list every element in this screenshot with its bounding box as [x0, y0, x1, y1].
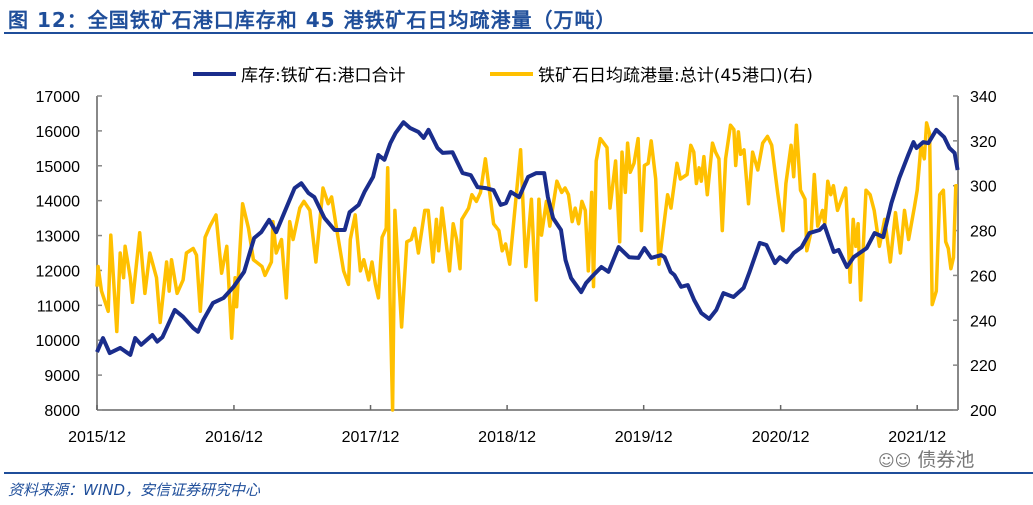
right-tick-label: 260 [970, 268, 997, 285]
x-tick-label: 2018/12 [478, 429, 536, 446]
right-tick-label: 280 [970, 224, 997, 241]
x-tick-label: 2017/12 [342, 429, 400, 446]
left-tick-label: 16000 [36, 124, 81, 141]
axes: 8000 9000 10000 11000 12000 13000 14000 15000 16… [36, 89, 997, 446]
left-tick-label: 15000 [36, 159, 81, 176]
right-tick-label: 240 [970, 313, 997, 330]
left-tick-label: 9000 [44, 368, 80, 385]
right-tick-label: 300 [970, 179, 997, 196]
left-tick-label: 10000 [36, 333, 81, 350]
left-tick-label: 11000 [37, 298, 80, 315]
source-divider [4, 472, 1033, 474]
source-note: 资料来源：WIND，安信证券研究中心 [8, 481, 261, 499]
legend-label-throughput: 铁矿石日均疏港量:总计(45港口)(右) [538, 66, 813, 86]
legend: 库存:铁矿石:港口合计 铁矿石日均疏港量:总计(45港口)(右) [193, 66, 813, 86]
right-tick-label: 340 [970, 89, 997, 106]
right-tick-label: 200 [970, 403, 997, 420]
wechat-icon: ☺☺ [878, 451, 912, 470]
series-lines [95, 120, 960, 412]
left-tick-label: 14000 [36, 194, 81, 211]
right-tick-label: 220 [970, 358, 997, 375]
right-tick-label: 320 [970, 134, 997, 151]
x-tick-label: 2021/12 [888, 429, 946, 446]
legend-label-inventory: 库存:铁矿石:港口合计 [241, 66, 405, 86]
title-divider [4, 32, 1033, 34]
x-tick-label: 2015/12 [68, 429, 126, 446]
throughput-line [95, 121, 958, 412]
x-tick-label: 2016/12 [205, 429, 263, 446]
series-throughput [95, 121, 958, 412]
inventory-line [95, 120, 960, 357]
left-tick-label: 12000 [36, 263, 81, 280]
watermark-text: 债券池 [917, 449, 975, 471]
x-tick-label: 2019/12 [615, 429, 673, 446]
x-tick-label: 2020/12 [752, 429, 810, 446]
left-tick-label: 8000 [44, 403, 80, 420]
figure-title: 图 12：全国铁矿石港口库存和 45 港铁矿石日均疏港量（万吨） [8, 8, 617, 32]
series-inventory [95, 120, 960, 357]
left-tick-label: 17000 [36, 89, 81, 106]
left-tick-label: 13000 [36, 229, 81, 246]
watermark-logo: ☺☺ 债券池 [878, 445, 974, 472]
